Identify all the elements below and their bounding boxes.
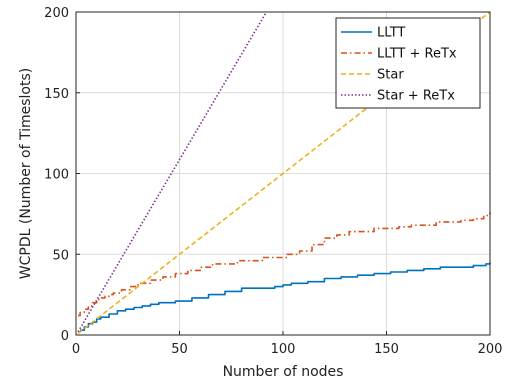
- legend-label: Star: [377, 68, 404, 83]
- legend-label: Star + ReTx: [377, 89, 455, 104]
- x-tick-label: 0: [72, 342, 80, 357]
- y-tick-label: 50: [52, 248, 69, 263]
- x-tick-label: 100: [271, 342, 296, 357]
- y-tick-label: 200: [44, 6, 69, 21]
- y-tick-label: 0: [61, 329, 69, 344]
- y-axis-label: WCPDL (Number of Timeslots): [18, 68, 34, 279]
- x-tick-label: 50: [171, 342, 188, 357]
- axis-ticks: 0 50 100 150 200 0 50 100 150 200: [44, 6, 502, 357]
- y-tick-label: 150: [44, 87, 69, 102]
- series-line-0: [80, 262, 491, 331]
- x-axis-label: Number of nodes: [223, 364, 344, 380]
- legend-box: [335, 17, 481, 109]
- series-line-3: [77, 11, 268, 333]
- legend: LLTT LLTT + ReTx Star Star + ReTx: [335, 17, 481, 109]
- legend-label: LLTT: [377, 26, 405, 41]
- y-tick-label: 100: [44, 168, 69, 183]
- legend-label: LLTT + ReTx: [377, 47, 457, 62]
- x-tick-label: 200: [478, 342, 503, 357]
- series-line-1: [78, 212, 491, 317]
- x-tick-label: 150: [374, 342, 399, 357]
